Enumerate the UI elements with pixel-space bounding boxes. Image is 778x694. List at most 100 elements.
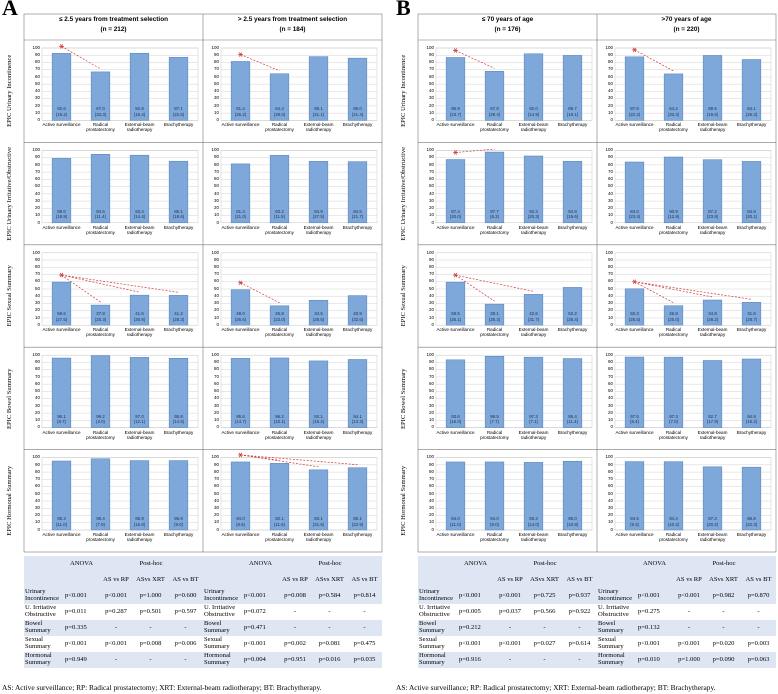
y-tick-label: 0 xyxy=(216,117,219,123)
y-tick-label: 10 xyxy=(607,519,613,525)
bar xyxy=(51,357,72,428)
y-tick-label: 50 xyxy=(213,388,219,394)
bar xyxy=(523,53,544,121)
value-label: 64.2 xyxy=(669,106,678,112)
y-tick-label: 60 xyxy=(213,483,219,489)
y-tick-label: 100 xyxy=(211,147,219,153)
y-tick-label: 80 xyxy=(34,59,40,65)
table-cell: ANOVA xyxy=(64,556,99,572)
table-row: Urinary Incontinence p<0.001 p<0.001 p=0.72… xyxy=(418,588,776,604)
y-tick-label: 60 xyxy=(428,176,434,182)
x-tick-label: Active surveillance xyxy=(436,224,475,230)
value-label: 84.9 xyxy=(568,208,577,214)
column-subtitle: (n = 176) xyxy=(494,26,521,33)
y-tick-label: 70 xyxy=(213,271,219,277)
y-tick-label: 20 xyxy=(213,512,219,518)
value-label: 95.8 xyxy=(174,413,183,419)
x-tick-label: Active surveillance xyxy=(42,429,81,435)
table-cell: p=0.725 xyxy=(527,588,562,604)
x-tick-label: External-beam radiotherapy xyxy=(518,224,549,235)
table-cell xyxy=(597,572,637,588)
y-tick-label: 60 xyxy=(34,73,40,79)
y-tick-label: 70 xyxy=(428,168,434,174)
value-label: 95.9 xyxy=(174,516,183,521)
y-tick-label: 20 xyxy=(34,512,40,518)
y-tick-label: 20 xyxy=(428,102,434,108)
table-cell: - xyxy=(133,620,168,636)
y-tick-label: 90 xyxy=(428,461,434,467)
table-cell: ASvs XRT xyxy=(527,572,562,588)
table-row: Sexual Summary p<0.001 p<0.001 p=0.008 p=0.0… xyxy=(24,636,382,652)
table-cell: Post-hoc xyxy=(493,556,597,572)
table-cell: U. Irritative Obstructive xyxy=(204,604,236,618)
bar xyxy=(51,281,72,326)
value-label: 99.2 xyxy=(96,413,105,419)
y-tick-label: 100 xyxy=(32,44,40,50)
error-label: (22.2) xyxy=(628,111,641,117)
bar xyxy=(168,160,189,224)
table-cell: AS vs BT xyxy=(562,572,597,588)
value-label: 95.0 xyxy=(568,516,577,521)
table-cell: p=0.132 xyxy=(637,620,672,636)
x-tick-label: Brachytherapy xyxy=(342,224,373,230)
x-tick-label: External-beam radiotherapy xyxy=(697,122,728,133)
error-label: (19.6) xyxy=(566,214,579,220)
table-row: Bowel Summary p=0.212- - - Bowel Summary p=0.… xyxy=(418,620,776,636)
x-tick-label: External-beam radiotherapy xyxy=(697,532,728,543)
y-tick-label: 40 xyxy=(213,497,219,503)
error-label: (25.0) xyxy=(667,316,680,322)
y-tick-label: 10 xyxy=(213,519,219,525)
significance-star xyxy=(238,52,243,57)
table-cell: Sexual Summary xyxy=(598,636,624,650)
y-tick-label: 70 xyxy=(607,476,613,482)
y-tick-label: 80 xyxy=(213,263,219,269)
column-title: ≤ 70 years of age xyxy=(481,16,534,23)
y-tick-label: 20 xyxy=(34,205,40,211)
y-tick-label: 50 xyxy=(213,285,219,291)
table-cell: p=0.600 xyxy=(168,588,203,604)
y-tick-label: 90 xyxy=(607,461,613,467)
x-tick-label: Radical prostatectomy xyxy=(265,327,294,338)
value-label: 86.0 xyxy=(353,106,362,112)
table-cell: U. Irritative Obstructive xyxy=(598,604,630,618)
x-tick-label: Radical prostatectomy xyxy=(86,327,115,338)
y-tick-label: 20 xyxy=(213,409,219,415)
x-tick-label: External-beam radiotherapy xyxy=(697,224,728,235)
y-tick-label: 100 xyxy=(605,454,613,460)
value-label: 90.9 xyxy=(669,208,678,214)
table-cell: p<0.001 xyxy=(458,588,493,604)
y-tick-label: 50 xyxy=(34,80,40,86)
table-cell: AS vs BT xyxy=(347,572,382,588)
y-axis-label: EPIC Urinary Irritative/Obstructive xyxy=(6,146,13,241)
error-label: (3.0) xyxy=(95,419,106,425)
error-label: (22.5) xyxy=(172,111,185,117)
y-tick-label: 90 xyxy=(213,461,219,467)
error-label: (19.1) xyxy=(566,111,579,117)
x-tick-label: Brachytherapy xyxy=(736,532,767,537)
significance-line xyxy=(240,54,280,72)
bar xyxy=(90,71,111,121)
y-tick-label: 100 xyxy=(211,44,219,50)
x-tick-label: Active surveillance xyxy=(221,532,260,537)
error-label: (26.2) xyxy=(234,111,247,117)
value-label: 97.3 xyxy=(669,413,678,419)
y-tick-label: 90 xyxy=(213,256,219,262)
y-tick-label: 70 xyxy=(34,476,40,482)
significance-line xyxy=(240,454,280,461)
bar xyxy=(51,53,72,121)
error-label: (15.9) xyxy=(133,521,146,527)
y-tick-label: 10 xyxy=(34,417,40,423)
x-tick-label: Radical prostatectomy xyxy=(86,224,115,235)
table-cell: p=0.063 xyxy=(741,652,776,668)
significance-line xyxy=(61,46,101,70)
x-tick-label: Brachytherapy xyxy=(557,429,588,435)
significance-line xyxy=(634,281,713,298)
stats-table: ANOVA Post-hoc ANOVA Post-hoc AS vs RP ASvs X… xyxy=(24,556,382,668)
bar xyxy=(702,299,723,326)
error-label: (33.3) xyxy=(94,111,107,117)
error-label: (13.3) xyxy=(351,419,364,425)
y-tick-label: 90 xyxy=(607,359,613,365)
y-tick-label: 30 xyxy=(213,95,219,101)
table-cell: p=0.081 xyxy=(318,639,341,647)
x-tick-label: Brachytherapy xyxy=(736,327,767,333)
